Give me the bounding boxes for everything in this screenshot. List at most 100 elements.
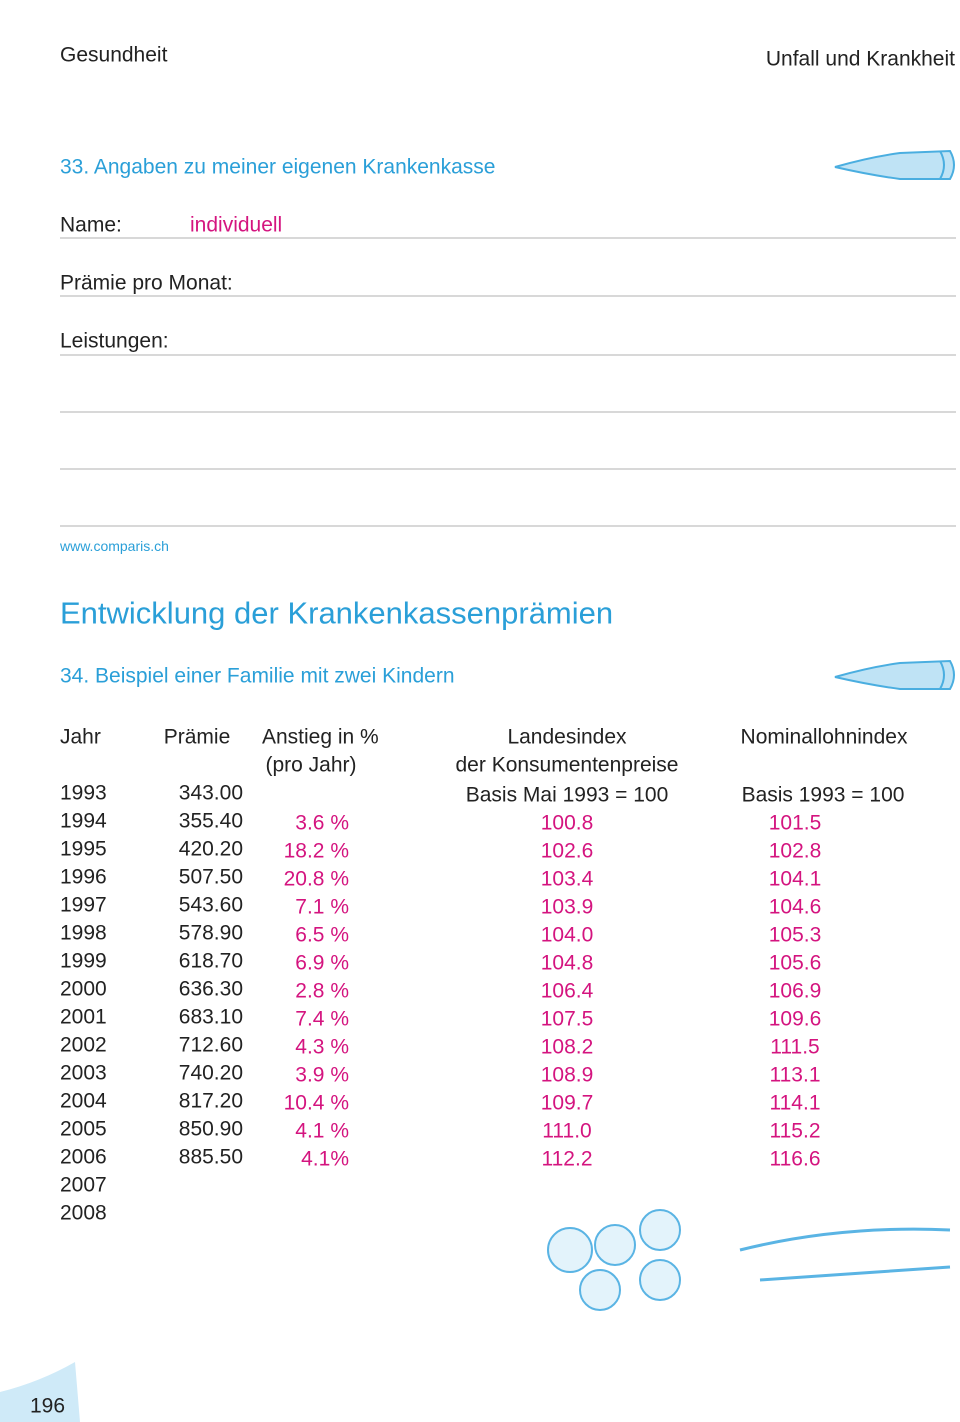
header-cell: Nominallohnindex [740, 725, 908, 749]
header-cell: Jahr [60, 725, 101, 749]
header-cell: der Konsumentenpreise [455, 753, 679, 777]
lohnindex-cell: 111.5 [770, 1035, 820, 1059]
lohnindex-cell: 115.2 [769, 1119, 821, 1143]
year-cell: 2008 [60, 1201, 107, 1225]
praemie-cell: 740.20 [178, 1061, 243, 1085]
section-title: 34. Beispiel einer Familie mit zwei Kind… [60, 664, 455, 688]
year-cell: 2003 [60, 1061, 107, 1085]
link[interactable]: www.comparis.ch [60, 538, 169, 554]
anstieg-cell: 4.3 % [295, 1035, 349, 1059]
landesindex-cell: 108.2 [540, 1035, 594, 1059]
lohnindex-cell: 106.9 [768, 979, 822, 1003]
header-left: Gesundheit [60, 43, 168, 67]
page-number: 196 [30, 1394, 66, 1418]
anstieg-cell: 7.4 % [295, 1007, 349, 1031]
anstieg-cell: 18.2 % [283, 839, 349, 863]
praemie-cell: 885.50 [178, 1145, 243, 1169]
header-cell: (pro Jahr) [265, 753, 357, 777]
lohnindex-cell: 104.6 [768, 895, 822, 919]
rule [60, 354, 956, 356]
header-cell: Prämie [163, 725, 231, 749]
landesindex-cell: 103.9 [540, 895, 594, 919]
landesindex-cell: 106.4 [540, 979, 594, 1003]
pencil-deco [834, 149, 955, 180]
landesindex-cell: 100.8 [540, 811, 594, 835]
family-deco [547, 1209, 951, 1311]
year-cell: 2007 [60, 1173, 107, 1197]
landesindex-cell: 102.6 [540, 839, 594, 863]
corner-deco [0, 1362, 80, 1422]
lohnindex-cell: 104.1 [768, 867, 822, 891]
anstieg-cell: 3.9 % [295, 1063, 349, 1087]
praemie-cell: 355.40 [178, 809, 243, 833]
rule [60, 468, 956, 470]
lohnindex-cell: 101.5 [768, 811, 822, 835]
praemie-cell: 683.10 [178, 1005, 243, 1029]
name-value: individuell [190, 213, 283, 237]
anstieg-cell: 6.5 % [295, 923, 349, 947]
landesindex-cell: Basis Mai 1993 = 100 [465, 783, 669, 807]
praemie-cell: 712.60 [178, 1033, 243, 1057]
leistungen-label: Leistungen: [60, 329, 169, 353]
year-cell: 1994 [60, 809, 107, 833]
praemie-cell: 618.70 [178, 949, 243, 973]
praemie-cell: 578.90 [178, 921, 243, 945]
name-label: Name: [60, 213, 122, 237]
anstieg-cell: 3.6 % [295, 811, 349, 835]
praemie-cell: 636.30 [178, 977, 243, 1001]
header-cell: Landesindex [507, 725, 627, 749]
year-cell: 1999 [60, 949, 107, 973]
rule [60, 237, 956, 239]
anstieg-cell: 10.4 % [283, 1091, 349, 1115]
landesindex-cell: 104.0 [540, 923, 594, 947]
praemie-cell: 817.20 [178, 1089, 243, 1113]
praemie-cell: 543.60 [178, 893, 243, 917]
praemie-cell: 343.00 [178, 781, 243, 805]
lohnindex-cell: 109.6 [768, 1007, 822, 1031]
lohnindex-cell: Basis 1993 = 100 [741, 783, 905, 807]
rule [60, 411, 956, 413]
year-cell: 1993 [60, 781, 107, 805]
year-cell: 1997 [60, 893, 107, 917]
year-cell: 2004 [60, 1089, 107, 1113]
landesindex-cell: 108.9 [540, 1063, 594, 1087]
year-cell: 2005 [60, 1117, 107, 1141]
anstieg-cell: 4.1% [301, 1147, 349, 1171]
lohnindex-cell: 102.8 [768, 839, 822, 863]
lohnindex-cell: 114.1 [769, 1091, 821, 1115]
year-cell: 2001 [60, 1005, 107, 1029]
anstieg-cell: 4.1 % [295, 1119, 349, 1143]
year-cell: 2006 [60, 1145, 107, 1169]
year-cell: 1995 [60, 837, 107, 861]
year-cell: 2000 [60, 977, 107, 1001]
praemie-cell: 507.50 [178, 865, 243, 889]
anstieg-cell: 20.8 % [283, 867, 349, 891]
rule [60, 295, 956, 297]
praemie-cell: 420.20 [178, 837, 243, 861]
heading: Entwicklung der Krankenkassenprämien [60, 595, 614, 631]
landesindex-cell: 107.5 [540, 1007, 594, 1031]
anstieg-cell: 7.1 % [295, 895, 349, 919]
section-title: 33. Angaben zu meiner eigenen Krankenkas… [60, 155, 496, 179]
praemie-cell: 850.90 [178, 1117, 243, 1141]
lohnindex-cell: 105.3 [768, 923, 822, 947]
year-cell: 2002 [60, 1033, 107, 1057]
lohnindex-cell: 105.6 [768, 951, 822, 975]
praemie-label: Prämie pro Monat: [60, 271, 233, 295]
rule [60, 525, 956, 527]
pencil-deco [834, 659, 955, 690]
lohnindex-cell: 113.1 [769, 1063, 821, 1087]
anstieg-cell: 2.8 % [295, 979, 349, 1003]
landesindex-cell: 109.7 [540, 1091, 594, 1115]
landesindex-cell: 112.2 [541, 1147, 593, 1171]
year-cell: 1998 [60, 921, 107, 945]
anstieg-cell: 6.9 % [295, 951, 349, 975]
header-right: Unfall und Krankheit [765, 47, 955, 71]
lohnindex-cell: 116.6 [769, 1147, 821, 1171]
year-cell: 1996 [60, 865, 107, 889]
landesindex-cell: 103.4 [540, 867, 594, 891]
landesindex-cell: 111.0 [542, 1119, 592, 1143]
header-cell: Anstieg in % [262, 725, 379, 749]
landesindex-cell: 104.8 [540, 951, 594, 975]
